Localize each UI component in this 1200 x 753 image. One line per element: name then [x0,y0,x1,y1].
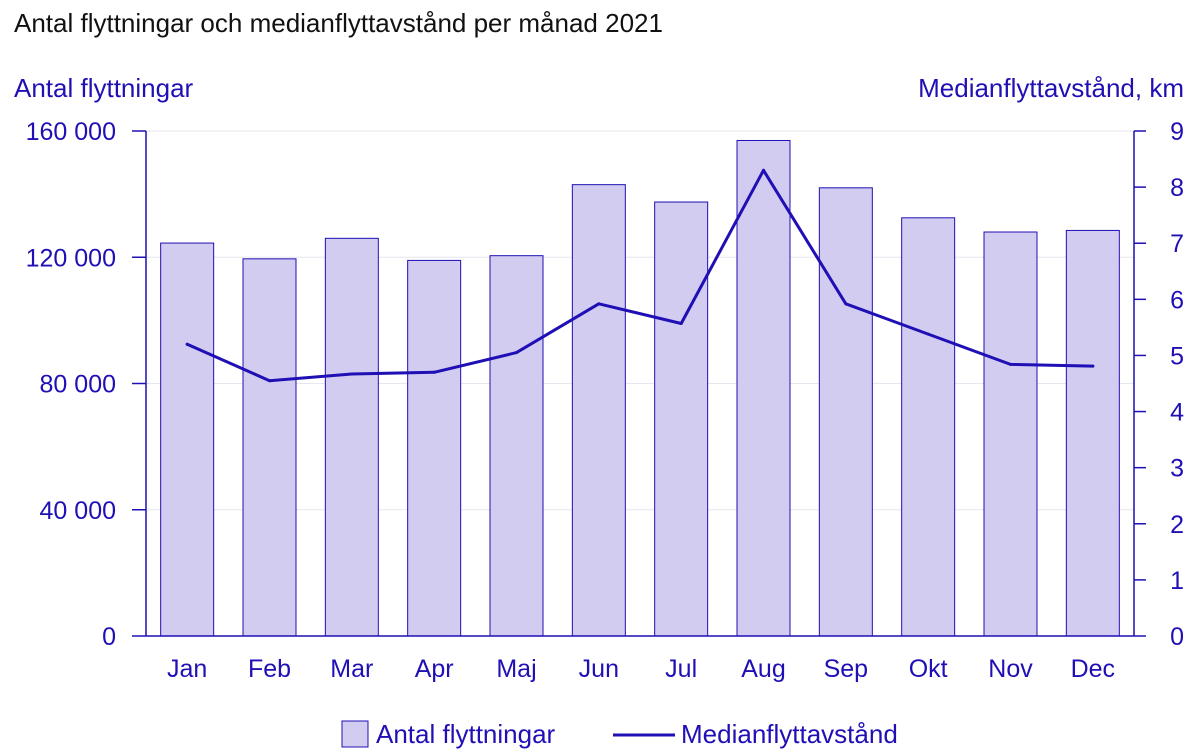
x-tick-label: Dec [1071,655,1115,683]
left-tick-label: 120 000 [26,244,116,272]
line-point [350,372,354,376]
x-tick-label: Feb [248,655,291,683]
legend-bar-swatch [341,720,369,748]
x-tick-label: Mar [330,655,373,683]
right-tick-label: 8 [1170,174,1184,202]
line-point [432,370,436,374]
chart-title: Antal flyttningar och medianflyttavstånd… [14,8,663,38]
right-tick-label: 4 [1170,399,1184,427]
x-tick-label: Apr [415,655,454,683]
bar [160,242,215,637]
line-point [597,302,601,306]
left-tick-label: 160 000 [26,118,116,146]
right-tick-label: 0 [1170,623,1184,651]
bar [324,237,379,637]
bar [571,184,626,637]
bar [407,259,462,637]
line-point [762,168,765,172]
bar [818,187,873,637]
x-tick-label: Sep [824,655,868,683]
bar [736,139,791,637]
left-axis-title: Antal flyttningar [14,73,194,103]
x-tick-label: Maj [496,655,536,683]
line-point [1009,362,1012,366]
x-tick-label: Aug [741,655,785,683]
right-tick-label: 3 [1170,455,1184,483]
bar [242,258,297,637]
left-tick-label: 40 000 [40,497,116,525]
bar [901,217,956,637]
left-tick-label: 80 000 [40,371,116,399]
right-tick-label: 2 [1170,511,1184,539]
right-tick-label: 5 [1170,342,1184,370]
legend-bar-label: Antal flyttningar [376,719,556,749]
bar [489,255,544,637]
line-point [679,321,683,325]
line-series [185,168,1095,383]
right-tick-label: 7 [1170,230,1184,258]
legend: Antal flyttningar Medianflyttavstånd [341,719,898,749]
right-tick-label: 6 [1170,286,1184,314]
x-tick-label: Okt [909,655,948,683]
bar [654,201,709,637]
bar [983,231,1038,637]
right-tick-label: 1 [1170,567,1184,595]
x-tick-label: Jun [579,655,619,683]
legend-line-label: Medianflyttavstånd [681,719,898,749]
bar [1065,229,1120,637]
right-tick-label: 9 [1170,118,1184,146]
line-point [268,379,271,383]
x-tick-label: Jan [167,655,207,683]
line-point [1091,364,1095,368]
line-point [515,351,518,355]
line-point [926,332,930,336]
x-tick-label: Jul [665,655,697,683]
right-axis-title: Medianflyttavstånd, km [918,73,1184,103]
gridlines [146,130,1134,511]
tick-labels: 0 40 000 80 000 120 000 160 000 0 1 2 3 4 5 6 7 8 9 Jan… [26,118,1184,683]
line-point [844,302,848,306]
bar-series [160,139,1120,637]
axes [132,130,1146,637]
median-distance-line [185,168,1095,383]
left-tick-label: 0 [102,623,116,651]
line-point [185,342,189,346]
x-tick-label: Nov [988,655,1033,683]
